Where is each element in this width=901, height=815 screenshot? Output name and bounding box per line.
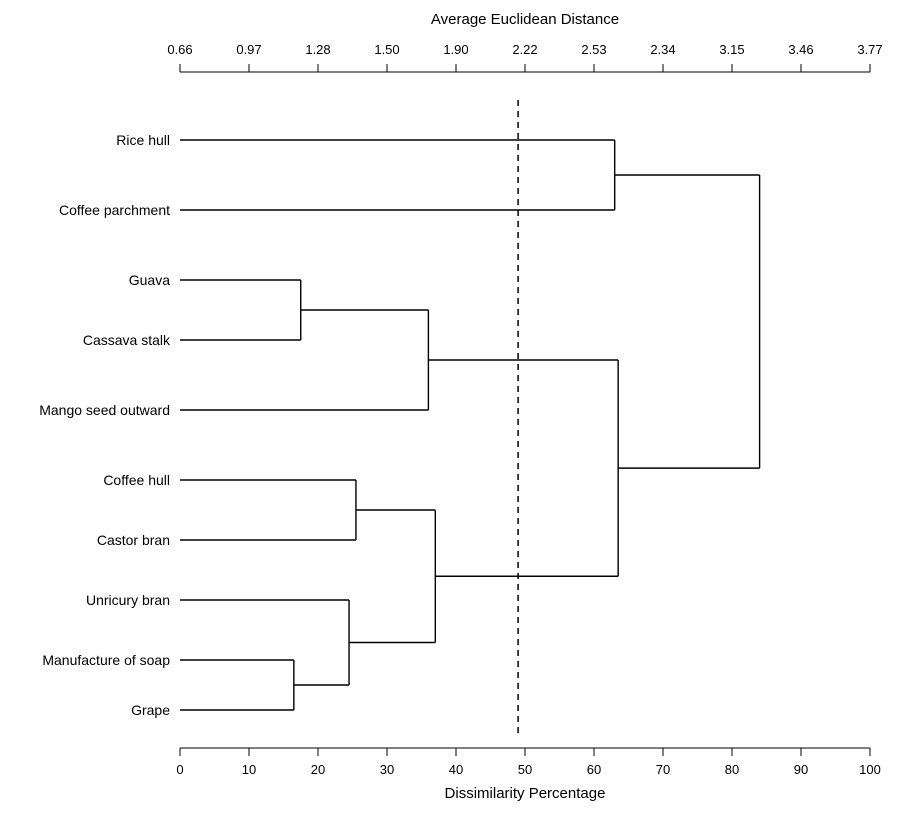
leaf-label: Castor bran: [97, 532, 170, 548]
top-axis-tick-label: 3.77: [857, 42, 882, 57]
top-axis-tick-label: 2.34: [650, 42, 675, 57]
dendrogram: [180, 140, 760, 710]
leaf-label: Coffee parchment: [59, 202, 170, 218]
top-axis-tick-label: 3.46: [788, 42, 813, 57]
top-axis-title: Average Euclidean Distance: [431, 11, 619, 28]
top-axis-tick-label: 1.28: [305, 42, 330, 57]
leaf-label: Mango seed outward: [39, 402, 170, 418]
bottom-axis-tick-label: 100: [859, 762, 881, 777]
bottom-axis-tick-label: 70: [656, 762, 670, 777]
top-axis-tick-label: 2.22: [512, 42, 537, 57]
bottom-axis-tick-label: 60: [587, 762, 601, 777]
bottom-axis-tick-label: 40: [449, 762, 463, 777]
leaf-label: Unricury bran: [86, 592, 170, 608]
top-axis-tick-label: 3.15: [719, 42, 744, 57]
bottom-axis-tick-label: 20: [311, 762, 325, 777]
leaf-label: Coffee hull: [103, 472, 170, 488]
bottom-axis-tick-label: 90: [794, 762, 808, 777]
bottom-axis-tick-label: 80: [725, 762, 739, 777]
top-axis-tick-label: 1.90: [443, 42, 468, 57]
bottom-axis-tick-label: 10: [242, 762, 256, 777]
leaf-label: Rice hull: [116, 132, 170, 148]
leaf-label: Manufacture of soap: [42, 652, 170, 668]
bottom-axis-tick-label: 50: [518, 762, 532, 777]
leaf-label: Guava: [129, 272, 170, 288]
top-axis-tick-label: 0.97: [236, 42, 261, 57]
bottom-axis-tick-label: 0: [176, 762, 183, 777]
leaf-label: Grape: [131, 702, 170, 718]
bottom-axis-tick-label: 30: [380, 762, 394, 777]
top-axis-tick-label: 1.50: [374, 42, 399, 57]
leaf-label: Cassava stalk: [83, 332, 171, 348]
top-axis-tick-label: 0.66: [167, 42, 192, 57]
top-axis-tick-label: 2.53: [581, 42, 606, 57]
bottom-axis-title: Dissimilarity Percentage: [445, 785, 606, 802]
